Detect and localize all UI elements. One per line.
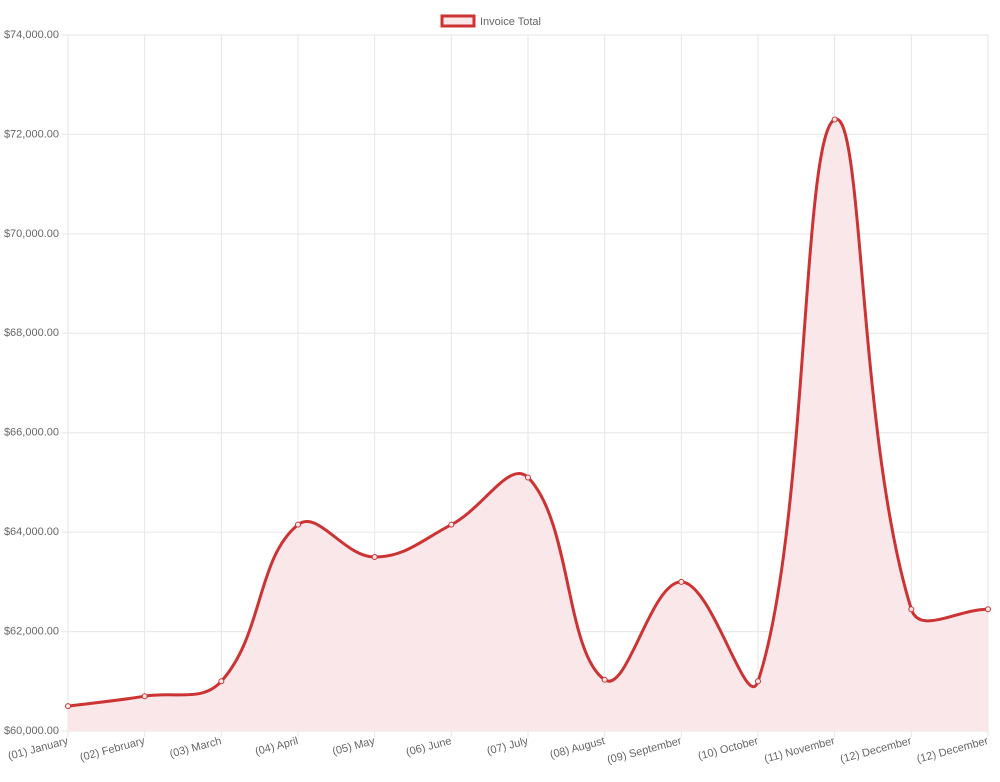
x-tick-label: (05) May — [331, 735, 377, 758]
x-tick-label: (11) November — [763, 735, 837, 765]
x-tick-label: (12) December — [839, 735, 913, 766]
point — [678, 578, 685, 585]
x-tick-label: (12) December — [916, 735, 990, 766]
x-tick-label: (03) March — [168, 735, 222, 760]
x-tick-label: (09) September — [606, 735, 683, 766]
point — [295, 521, 301, 528]
x-tick-label: (04) April — [254, 735, 300, 758]
x-tick-label: (02) February — [79, 735, 147, 764]
point — [985, 606, 991, 613]
area — [68, 119, 988, 732]
y-tick-label: $72,000.00 — [4, 128, 59, 140]
point — [65, 703, 71, 710]
x-tick-label: (01) January — [7, 735, 70, 763]
y-tick-label: $68,000.00 — [4, 327, 59, 339]
point — [525, 474, 531, 481]
legend-swatch — [440, 14, 476, 28]
x-tick-label: (06) June — [405, 735, 453, 759]
y-tick-label: $62,000.00 — [4, 625, 59, 637]
legend-label: Invoice Total — [480, 16, 541, 28]
point — [908, 606, 915, 613]
x-tick-label: (10) October — [697, 735, 760, 763]
point — [831, 116, 838, 123]
point — [755, 678, 761, 685]
y-tick-label: $60,000.00 — [4, 725, 59, 737]
y-tick-label: $64,000.00 — [4, 526, 59, 538]
y-tick-label: $66,000.00 — [4, 427, 59, 439]
point — [218, 678, 225, 685]
point — [371, 554, 378, 560]
point — [448, 521, 455, 528]
line — [67, 117, 989, 708]
y-tick-label: $74,000.00 — [4, 29, 59, 41]
x-tick-label: (08) August — [549, 735, 606, 761]
point — [141, 693, 148, 700]
point — [601, 676, 608, 683]
x-tick-label: (07) July — [486, 735, 530, 758]
y-tick-label: $70,000.00 — [4, 228, 59, 240]
